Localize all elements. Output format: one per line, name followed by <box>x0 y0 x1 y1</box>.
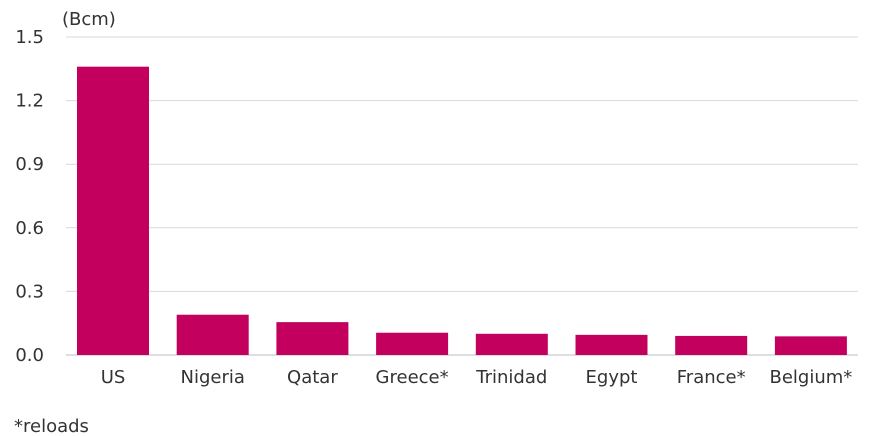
bar-belgium <box>774 336 847 355</box>
bar-trinidad <box>475 333 548 355</box>
y-axis-unit-label: (Bcm) <box>62 9 116 30</box>
y-tick-label: 0.0 <box>15 345 44 366</box>
y-tick-label: 1.5 <box>15 27 44 48</box>
bar-egypt <box>575 334 648 355</box>
y-tick-label: 0.3 <box>15 281 44 302</box>
y-tick-label: 1.2 <box>15 91 44 112</box>
footnote: *reloads <box>14 416 89 436</box>
y-tick-label: 0.6 <box>15 218 44 239</box>
bar-greece <box>376 332 449 355</box>
x-tick-label: Greece* <box>376 367 449 388</box>
x-tick-label: Qatar <box>287 367 338 388</box>
x-tick-label: US <box>101 367 126 388</box>
x-tick-label: France* <box>677 367 746 388</box>
x-axis-ticks: US Nigeria Qatar Greece* Trinidad Egypt France… <box>101 367 853 388</box>
x-tick-label: Belgium* <box>770 367 853 388</box>
x-tick-label: Trinidad <box>475 367 547 388</box>
x-tick-label: Nigeria <box>180 367 244 388</box>
bar-us <box>77 66 149 356</box>
x-tick-label: Egypt <box>586 367 638 388</box>
y-tick-label: 0.9 <box>15 154 44 175</box>
bars <box>77 66 847 356</box>
gridlines <box>66 36 858 356</box>
bar-nigeria <box>176 314 249 355</box>
y-axis-ticks: 0.0 0.3 0.6 0.9 1.2 1.5 <box>15 27 44 366</box>
bar-france <box>675 335 748 355</box>
bar-qatar <box>276 322 349 355</box>
